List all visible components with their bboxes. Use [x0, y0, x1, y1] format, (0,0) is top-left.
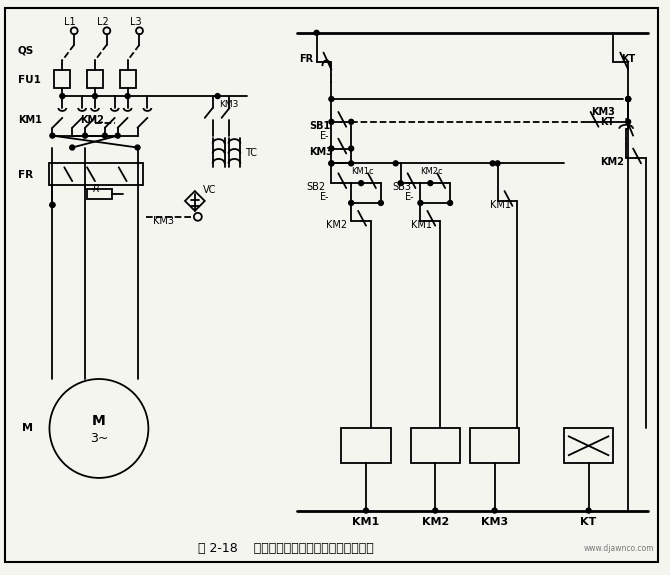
Circle shape — [626, 97, 630, 102]
Circle shape — [490, 161, 495, 166]
Circle shape — [329, 97, 334, 102]
Text: E: E — [405, 192, 411, 202]
Text: KM1: KM1 — [18, 115, 42, 125]
Text: KM2c: KM2c — [420, 167, 443, 176]
Text: KM2: KM2 — [421, 518, 449, 527]
Text: 图 2-18    电动机可逆运行的能耗制动控制线路: 图 2-18 电动机可逆运行的能耗制动控制线路 — [198, 542, 374, 555]
Text: TC: TC — [245, 148, 257, 159]
Text: KM3: KM3 — [481, 518, 508, 527]
Text: KM3: KM3 — [592, 107, 616, 117]
Circle shape — [329, 120, 334, 124]
Text: KT: KT — [600, 117, 614, 127]
Text: KM1c: KM1c — [351, 167, 374, 176]
Text: M: M — [92, 413, 106, 428]
Circle shape — [103, 133, 107, 138]
Circle shape — [50, 133, 55, 138]
Bar — [120, 70, 135, 88]
Circle shape — [358, 181, 364, 186]
Circle shape — [492, 508, 497, 513]
Circle shape — [448, 201, 452, 205]
Text: E: E — [320, 131, 326, 141]
Circle shape — [379, 201, 383, 205]
Bar — [411, 428, 460, 463]
Bar — [50, 163, 143, 185]
Circle shape — [398, 181, 403, 186]
Text: E: E — [320, 192, 326, 202]
Circle shape — [125, 94, 130, 98]
Text: QS: QS — [18, 45, 34, 56]
Text: SB3: SB3 — [393, 182, 412, 192]
Circle shape — [50, 202, 55, 208]
Circle shape — [60, 94, 65, 98]
Circle shape — [418, 201, 423, 205]
Circle shape — [329, 161, 334, 166]
Circle shape — [586, 508, 591, 513]
Bar — [470, 428, 519, 463]
Circle shape — [626, 97, 630, 102]
Circle shape — [348, 146, 354, 151]
Text: L3: L3 — [130, 17, 141, 27]
Circle shape — [626, 97, 630, 102]
Circle shape — [215, 94, 220, 98]
Circle shape — [70, 145, 74, 150]
Bar — [341, 428, 391, 463]
Text: -: - — [324, 131, 328, 141]
Circle shape — [115, 133, 120, 138]
Text: KM3: KM3 — [153, 216, 174, 226]
Circle shape — [92, 94, 97, 98]
Text: KM1: KM1 — [352, 518, 380, 527]
Circle shape — [82, 133, 88, 138]
Text: R: R — [93, 184, 100, 194]
Text: FR: FR — [18, 170, 33, 180]
Circle shape — [329, 161, 334, 166]
Circle shape — [348, 161, 354, 166]
Circle shape — [329, 146, 334, 151]
Text: M: M — [21, 423, 33, 434]
Circle shape — [50, 202, 55, 208]
Circle shape — [428, 181, 433, 186]
Circle shape — [364, 508, 368, 513]
Text: -: - — [324, 192, 328, 202]
Bar — [54, 70, 70, 88]
Circle shape — [314, 30, 319, 35]
Circle shape — [433, 508, 438, 513]
Bar — [87, 189, 112, 199]
Text: -: - — [409, 192, 413, 202]
Text: 3~: 3~ — [90, 432, 108, 445]
Text: SB2: SB2 — [307, 182, 326, 192]
Text: KT: KT — [621, 55, 635, 64]
Text: KM2: KM2 — [326, 220, 348, 229]
Circle shape — [626, 120, 630, 124]
Circle shape — [348, 120, 354, 124]
Text: KM1: KM1 — [490, 200, 511, 210]
Circle shape — [495, 161, 500, 166]
Circle shape — [348, 201, 354, 205]
Circle shape — [393, 161, 398, 166]
Circle shape — [135, 145, 140, 150]
Text: L2: L2 — [97, 17, 109, 27]
Text: FR: FR — [299, 55, 313, 64]
Text: KT: KT — [580, 518, 597, 527]
Text: KM2: KM2 — [80, 115, 104, 125]
Text: FU1: FU1 — [18, 75, 41, 85]
Bar — [87, 70, 103, 88]
Text: KM3: KM3 — [310, 147, 334, 158]
Text: www.djawnco.com: www.djawnco.com — [584, 543, 654, 553]
Text: KM2: KM2 — [600, 158, 624, 167]
Text: L1: L1 — [64, 17, 76, 27]
Bar — [564, 428, 613, 463]
Text: KM3: KM3 — [220, 99, 239, 109]
Text: SB1: SB1 — [310, 121, 331, 131]
Text: VC: VC — [203, 185, 216, 195]
Text: KM1: KM1 — [411, 220, 431, 229]
